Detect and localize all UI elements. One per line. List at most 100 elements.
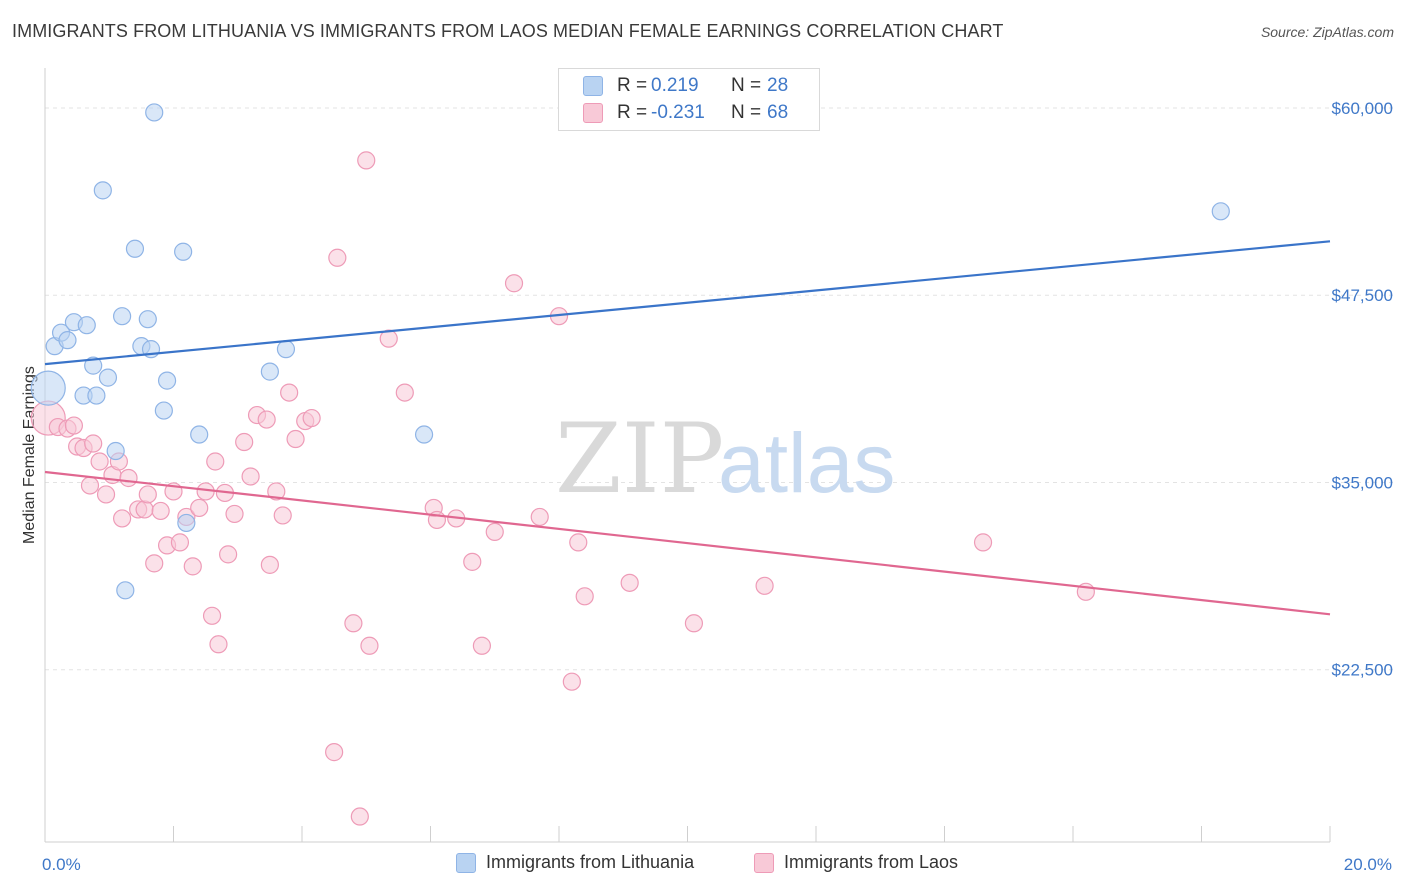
data-point: [562, 672, 581, 691]
data-point: [90, 452, 109, 471]
data-point: [112, 509, 132, 528]
legend-n-label: N =: [731, 102, 762, 123]
data-point: [174, 242, 193, 261]
data-point: [93, 181, 112, 200]
legend-r-value: 0.219: [651, 75, 699, 96]
x-tick-marks: [44, 826, 1331, 842]
data-point: [225, 504, 244, 524]
data-point: [145, 554, 164, 573]
data-point: [145, 103, 164, 122]
data-point: [96, 485, 116, 504]
legend-swatch-lithuania: [583, 76, 603, 96]
data-point: [273, 506, 292, 525]
data-point: [106, 441, 125, 461]
data-point: [357, 151, 376, 170]
data-point: [530, 507, 549, 527]
data-point: [125, 239, 145, 258]
data-point: [80, 476, 100, 495]
y-tick-label: $35,000: [1332, 473, 1393, 492]
data-point: [620, 573, 639, 592]
data-point: [280, 383, 299, 402]
data-point: [344, 614, 363, 633]
legend-r-value: -0.231: [651, 102, 705, 123]
data-point: [112, 307, 132, 326]
data-point: [58, 331, 77, 350]
data-point: [154, 401, 173, 420]
data-point: [151, 501, 170, 521]
data-point: [257, 410, 276, 429]
data-point: [286, 429, 305, 449]
legend-r-label: R =: [617, 102, 648, 123]
data-point: [190, 425, 209, 444]
legend-row-laos: R = -0.231 N = 68: [583, 101, 788, 125]
watermark-zip: ZIP: [555, 403, 724, 515]
data-point: [84, 356, 103, 375]
legend-label-lithuania: Immigrants from Lithuania: [486, 852, 695, 872]
trend-lines: [44, 240, 1331, 616]
legend-n-value: 28: [767, 75, 789, 96]
data-point: [30, 370, 66, 406]
data-point: [119, 468, 138, 488]
legend-item-lithuania[interactable]: Immigrants from Lithuania: [456, 852, 694, 873]
data-point: [325, 743, 344, 762]
data-point: [1211, 202, 1230, 221]
y-tick-labels: $22,500 $35,000 $47,500 $60,000: [1332, 99, 1393, 680]
data-point: [135, 500, 154, 519]
data-point: [177, 513, 196, 533]
watermark-atlas: atlas: [718, 416, 895, 510]
data-point: [350, 807, 369, 826]
series-legend: Immigrants from Lithuania Immigrants fro…: [0, 852, 1406, 876]
gridlines: [45, 107, 1394, 671]
data-point: [569, 533, 588, 552]
data-point: [183, 557, 202, 576]
data-point: [138, 485, 157, 504]
data-point: [138, 310, 157, 329]
data-point: [328, 248, 347, 267]
data-point: [209, 635, 228, 654]
data-point: [116, 581, 135, 600]
data-point: [235, 432, 254, 452]
data-point: [395, 383, 414, 402]
legend-n-label: N =: [731, 75, 762, 96]
data-point: [414, 425, 434, 444]
data-point: [157, 371, 177, 390]
y-tick-label: $47,500: [1332, 286, 1393, 305]
x-tick-label-min: 0.0%: [42, 855, 81, 874]
data-point: [64, 416, 84, 435]
legend-label-laos: Immigrants from Laos: [784, 852, 959, 872]
data-point: [77, 316, 96, 335]
data-point: [504, 274, 524, 293]
data-point: [98, 368, 118, 387]
data-point: [170, 533, 190, 552]
data-point: [973, 533, 993, 552]
series-lithuania-points: [30, 103, 1230, 600]
legend-swatch-lithuania: [456, 852, 476, 873]
x-tick-label-max: 20.0%: [1344, 855, 1392, 874]
trend-line-laos: [44, 470, 1331, 616]
data-point: [379, 329, 398, 348]
chart-title: IMMIGRANTS FROM LITHUANIA VS IMMIGRANTS …: [12, 21, 1004, 41]
data-point: [260, 362, 279, 381]
data-point: [472, 636, 491, 655]
trend-line-lithuania: [44, 240, 1331, 366]
data-point: [684, 614, 704, 633]
data-point: [485, 522, 504, 542]
data-point: [84, 434, 103, 453]
data-point: [575, 587, 594, 606]
data-point: [87, 386, 106, 405]
data-point: [360, 636, 379, 655]
data-point: [206, 452, 225, 471]
legend-n-value: 68: [767, 102, 789, 123]
data-point: [190, 498, 209, 518]
legend-r-label: R =: [617, 75, 648, 96]
y-tick-label: $60,000: [1332, 99, 1393, 118]
legend-item-laos[interactable]: Immigrants from Laos: [754, 852, 958, 873]
source-credit: Source: ZipAtlas.com: [1260, 24, 1394, 40]
data-point: [260, 555, 279, 574]
data-point: [241, 467, 260, 486]
data-point: [202, 606, 222, 625]
data-point: [267, 482, 286, 501]
data-point: [276, 340, 296, 359]
correlation-legend: R = 0.219 N = 28 R = -0.231 N = 68: [558, 68, 820, 131]
